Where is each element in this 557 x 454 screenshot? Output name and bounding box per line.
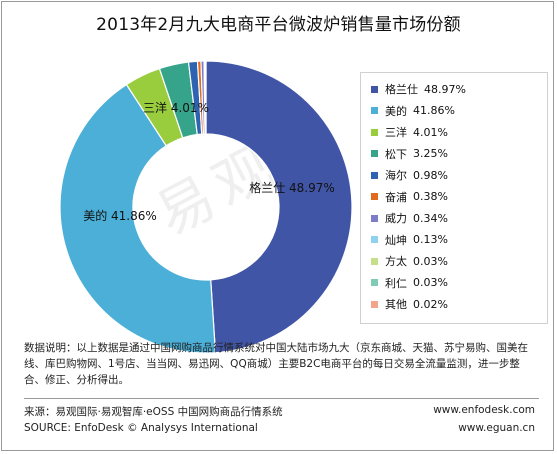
slice-label-2: 三洋 4.01% (143, 100, 209, 115)
slice-label-0: 格兰仕 48.97% (249, 180, 335, 195)
legend-item-5: 奋浦 0.38% (371, 189, 448, 205)
legend-item-4: 海尔 0.98% (371, 167, 448, 183)
data-note: 数据说明：以上数据是通过中国网购商品行情系统对中国大陆市场九大（京东商城、天猫、… (24, 342, 528, 386)
legend-value: 0.13% (413, 233, 448, 246)
legend-item-8: 方太 0.03% (371, 253, 448, 269)
source-en: SOURCE: EnfoDesk © Analysys Internationa… (24, 422, 258, 434)
legend-swatch (371, 300, 378, 308)
footer-divider (24, 398, 539, 399)
legend-value: 0.03% (413, 254, 448, 268)
legend-item-1: 美的 41.86% (371, 103, 455, 119)
legend-item-2: 三洋 4.01% (371, 124, 448, 140)
legend-swatch (371, 85, 378, 93)
legend-swatch (371, 236, 378, 243)
legend-label: 奋浦 (385, 190, 407, 204)
legend-value: 3.25% (413, 147, 448, 160)
legend-swatch (371, 150, 378, 157)
legend-value: 4.01% (413, 125, 448, 139)
site-eguan[interactable]: www.eguan.cn (458, 422, 535, 434)
legend-swatch (371, 257, 378, 265)
legend-value: 0.03% (413, 276, 448, 289)
legend-item-6: 威力 0.34% (371, 210, 448, 226)
legend-value: 48.97% (424, 82, 466, 96)
legend-label: 方太 (385, 255, 407, 268)
legend-item-10: 其他 0.02% (371, 296, 448, 312)
legend-label: 三洋 (385, 126, 407, 139)
legend-label: 海尔 (385, 169, 407, 182)
legend: 格兰仕 48.97% 美的 41.86% 三洋 4.01% 松下 3.25% 海尔 0.98% 奋浦… (360, 72, 548, 324)
legend-label: 威力 (385, 212, 407, 225)
legend-value: 41.86% (413, 104, 455, 117)
legend-label: 利仁 (385, 276, 407, 290)
legend-swatch (371, 193, 378, 200)
legend-value: 0.34% (413, 211, 448, 225)
legend-label: 灿坤 (385, 233, 407, 247)
legend-item-0: 格兰仕 48.97% (371, 81, 466, 97)
legend-swatch (371, 128, 378, 136)
site-enfodesk[interactable]: www.enfodesk.com (433, 404, 535, 416)
legend-item-3: 松下 3.25% (371, 146, 448, 162)
legend-value: 0.38% (413, 190, 448, 203)
source-cn: 来源：易观国际·易观智库·eOSS 中国网购商品行情系统 (24, 406, 283, 418)
legend-value: 0.02% (413, 297, 448, 311)
legend-label: 松下 (385, 147, 407, 161)
legend-item-7: 灿坤 0.13% (371, 232, 448, 248)
legend-value: 0.98% (413, 168, 448, 182)
legend-swatch (371, 107, 378, 114)
legend-label: 其他 (385, 298, 407, 311)
legend-label: 美的 (385, 104, 407, 118)
legend-swatch (371, 279, 378, 286)
chart-title: 2013年2月九大电商平台微波炉销售量市场份额 (96, 15, 461, 35)
slice-1 (59, 83, 217, 354)
legend-label: 格兰仕 (385, 83, 418, 96)
slice-0 (205, 60, 353, 354)
legend-swatch (371, 171, 378, 179)
legend-swatch (371, 214, 378, 222)
slice-label-1: 美的 41.86% (83, 208, 157, 223)
legend-item-9: 利仁 0.03% (371, 275, 448, 291)
